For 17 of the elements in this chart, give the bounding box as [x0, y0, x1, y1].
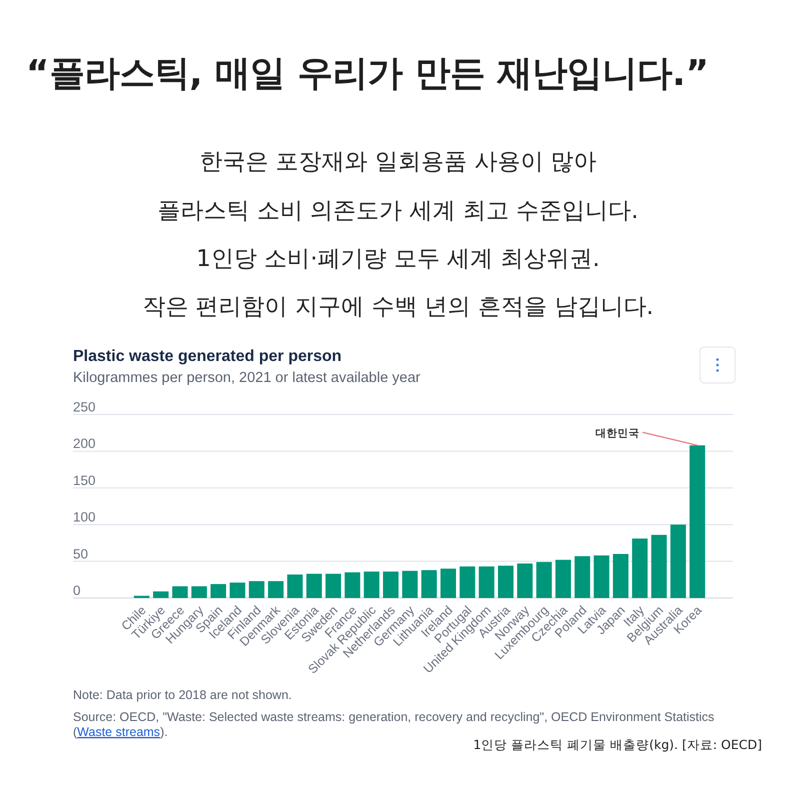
text: 1인당 플라스틱 폐기물 배출량(kg). [자료: OECD] — [473, 737, 762, 752]
source-note: Source: OECD, "Waste: Selected waste streams: generation, recovery and recycling", OECD Environment Statistics (Waste streams). — [73, 710, 714, 739]
y-tick-label: 200 — [73, 436, 96, 452]
y-tick-label: 0 — [73, 583, 81, 598]
text: Note: Data prior to 2018 are not shown. — [73, 688, 292, 702]
y-tick-label: 50 — [73, 546, 88, 562]
y-tick-label: 250 — [73, 400, 96, 414]
text: 1인당 소비·폐기량 모두 세계 최상위권. — [196, 246, 600, 272]
text: 한국은 포장재와 일회용품 사용이 많아 — [199, 149, 597, 175]
chart-subtitle: Kilogrammes per person, 2021 or latest available year — [73, 370, 421, 386]
text: 작은 편리함이 지구에 수백 년의 흔적을 남깁니다. — [142, 294, 654, 320]
text: “플라스틱, 매일 우리가 만든 재난입니다.” — [26, 53, 709, 94]
y-tick-label: 100 — [73, 510, 96, 525]
text: 플라스틱 소비 의존도가 세계 최고 수준입니다. — [158, 198, 638, 224]
annotation: 대한민국 — [596, 427, 640, 440]
y-tick-label: 150 — [73, 472, 96, 488]
chart-title: Plastic waste generated per person — [73, 348, 342, 365]
